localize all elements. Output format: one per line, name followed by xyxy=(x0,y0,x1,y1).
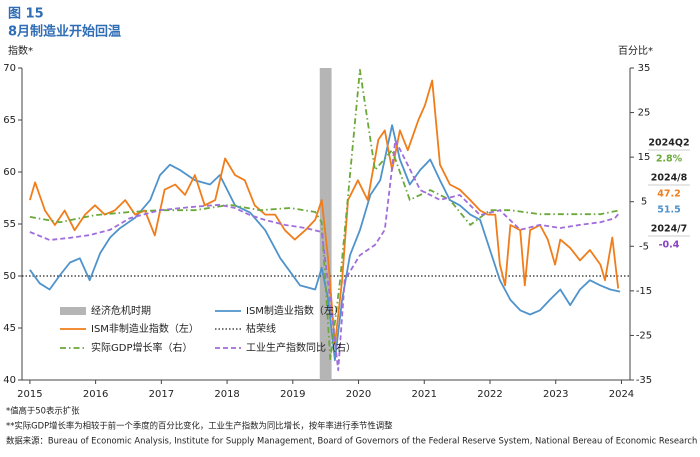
y2-tick-label: 25 xyxy=(638,108,651,119)
x-tick-label: 2023 xyxy=(543,389,568,400)
y2-tick-label: -25 xyxy=(636,330,652,341)
x-tick-label: 2018 xyxy=(214,389,239,400)
note-period: 2024/8 xyxy=(651,173,688,184)
series-line xyxy=(29,124,621,362)
y2-tick-label: 5 xyxy=(641,197,647,208)
y-tick-label: 45 xyxy=(3,323,16,334)
x-tick-label: 2019 xyxy=(280,389,305,400)
y-axis-label: 指数* xyxy=(8,44,33,57)
y2-tick-label: 15 xyxy=(638,152,651,163)
legend-swatch xyxy=(60,307,86,315)
chart-subtitle: 8月制造业开始回温 xyxy=(8,24,121,40)
series-line xyxy=(29,68,621,361)
x-tick-label: 2022 xyxy=(477,389,502,400)
x-tick-label: 2017 xyxy=(149,389,174,400)
y-tick-label: 60 xyxy=(3,167,16,178)
footnote: **实际GDP增长率为相较于前一个季度的百分比变化，工业生产指数为同比增长，按年… xyxy=(6,421,393,431)
legend-label: 实际GDP增长率（右） xyxy=(91,341,192,354)
y2-tick-label: -35 xyxy=(636,375,652,386)
legend-label: ISM制造业指数（左） xyxy=(246,304,344,317)
y-tick-label: 65 xyxy=(3,115,16,126)
note-value: 47.2 xyxy=(657,189,680,200)
series-line xyxy=(29,139,621,372)
y-tick-label: 70 xyxy=(3,63,16,74)
note-value: -0.4 xyxy=(659,240,680,251)
x-tick-label: 2020 xyxy=(346,389,371,400)
note-period: 2024/7 xyxy=(651,224,688,235)
chart-title: 图 15 xyxy=(8,7,44,22)
footnote: *值高于50表示扩张 xyxy=(6,406,80,416)
legend-label: 枯荣线 xyxy=(246,322,276,335)
y-tick-label: 50 xyxy=(3,271,16,282)
y-tick-label: 40 xyxy=(3,375,16,386)
note-value: 2.8% xyxy=(656,154,683,165)
x-tick-label: 2021 xyxy=(412,389,437,400)
y2-tick-label: -5 xyxy=(639,241,649,252)
x-tick-label: 2024 xyxy=(609,389,634,400)
y2-axis-label: 百分比* xyxy=(618,45,653,57)
note-period: 2024Q2 xyxy=(648,138,689,149)
footnote: 数据来源：Bureau of Economic Analysis, Instit… xyxy=(6,436,697,446)
x-tick-label: 2016 xyxy=(83,389,108,400)
x-tick-label: 2015 xyxy=(17,389,42,400)
shaded-period xyxy=(319,68,332,380)
note-value: 51.5 xyxy=(657,205,680,216)
y-tick-label: 55 xyxy=(3,219,16,230)
y2-tick-label: 35 xyxy=(638,63,651,74)
legend-label: 工业生产指数同比（右） xyxy=(246,341,356,354)
legend-label: ISM非制造业指数（左） xyxy=(91,322,199,335)
y2-tick-label: -15 xyxy=(636,286,652,297)
legend-label: 经济危机时期 xyxy=(91,304,151,317)
